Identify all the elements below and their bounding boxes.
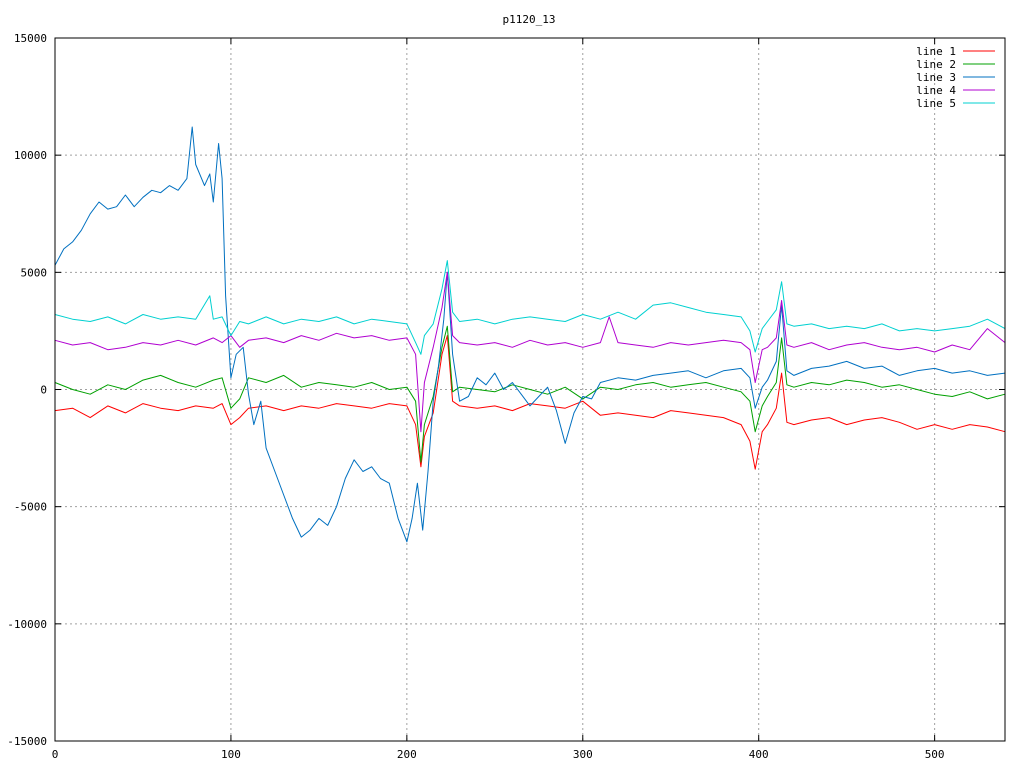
chart-title: p1120_13 xyxy=(503,13,556,26)
grid xyxy=(55,38,1005,741)
x-tick-label: 200 xyxy=(397,748,417,761)
series-layer xyxy=(54,126,1006,543)
legend-label-4: line 4 xyxy=(916,84,956,97)
y-tick-label: -10000 xyxy=(7,618,47,631)
y-tick-label: -15000 xyxy=(7,735,47,748)
x-tick-label: 100 xyxy=(221,748,241,761)
legend-label-2: line 2 xyxy=(916,58,956,71)
legend-label-5: line 5 xyxy=(916,97,956,110)
series-line-1 xyxy=(54,335,1006,470)
legend-label-1: line 1 xyxy=(916,45,956,58)
y-tick-label: 5000 xyxy=(21,266,48,279)
x-tick-label: 400 xyxy=(749,748,769,761)
y-tick-label: 15000 xyxy=(14,32,47,45)
legend-label-3: line 3 xyxy=(916,71,956,84)
series-line-3 xyxy=(54,126,1006,543)
x-tick-label: 0 xyxy=(52,748,59,761)
y-tick-label: 0 xyxy=(40,384,47,397)
y-tick-label: 10000 xyxy=(14,149,47,162)
series-line-2 xyxy=(54,325,1006,463)
series-line-4 xyxy=(54,271,1006,433)
x-tick-label: 300 xyxy=(573,748,593,761)
series-line-5 xyxy=(54,260,1006,355)
axis-ticks: -15000 -10000 -5000 0 5000 10000 15000 0 100 200 3… xyxy=(7,32,1005,761)
y-tick-label: -5000 xyxy=(14,501,47,514)
x-tick-label: 500 xyxy=(925,748,945,761)
